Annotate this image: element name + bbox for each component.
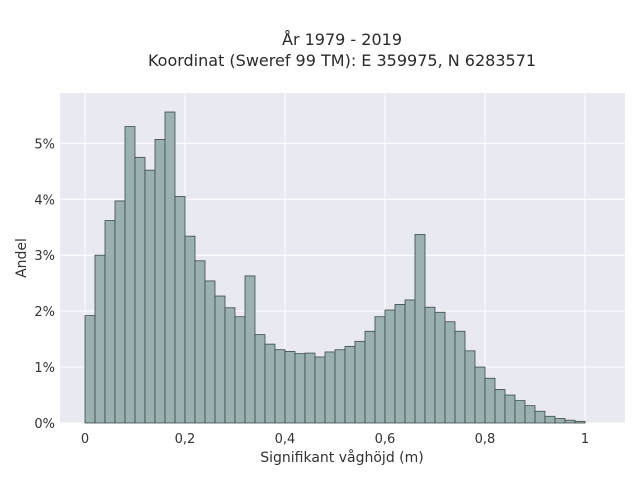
histogram-bar bbox=[154, 139, 166, 424]
histogram-bar bbox=[114, 200, 126, 424]
histogram-bar bbox=[224, 307, 236, 424]
histogram-bar bbox=[304, 352, 316, 424]
histogram-bar bbox=[254, 334, 266, 424]
histogram-bar bbox=[174, 196, 186, 424]
histogram-bar bbox=[394, 304, 406, 424]
histogram-bar bbox=[554, 418, 566, 424]
histogram-bar bbox=[424, 306, 436, 424]
histogram-bar bbox=[414, 234, 426, 424]
y-axis-label: Andel bbox=[14, 238, 30, 278]
x-tick-label: 1 bbox=[581, 432, 589, 447]
histogram-bar bbox=[204, 280, 216, 424]
x-tick-label: 0,4 bbox=[275, 432, 296, 447]
histogram-bar bbox=[244, 275, 256, 424]
histogram-bar bbox=[134, 156, 146, 424]
histogram-bar bbox=[494, 389, 506, 424]
histogram-bar bbox=[464, 350, 476, 424]
histogram-bar bbox=[294, 353, 306, 424]
chart-title-line-2: Koordinat (Sweref 99 TM): E 359975, N 62… bbox=[148, 51, 536, 70]
y-tick-label: 4% bbox=[34, 193, 55, 208]
x-tick-label: 0,8 bbox=[475, 432, 496, 447]
histogram-bar bbox=[484, 377, 496, 424]
histogram-bar bbox=[104, 220, 116, 424]
histogram-bar bbox=[444, 321, 456, 424]
y-tick-label: 1% bbox=[34, 361, 55, 376]
y-tick-label: 3% bbox=[34, 249, 55, 264]
histogram-bar bbox=[454, 330, 466, 424]
histogram-bar bbox=[544, 415, 556, 424]
histogram-bar bbox=[214, 295, 226, 424]
histogram-bar bbox=[374, 316, 386, 424]
histogram-bar bbox=[564, 419, 576, 424]
histogram-bar bbox=[264, 343, 276, 424]
histogram-bar bbox=[94, 254, 106, 424]
histogram-bar bbox=[284, 351, 296, 424]
histogram-bar bbox=[404, 299, 416, 424]
histogram-bar bbox=[344, 345, 356, 424]
histogram-bar bbox=[434, 311, 446, 424]
histogram-bar bbox=[184, 235, 196, 424]
histogram-bar bbox=[504, 394, 516, 424]
histogram-bar bbox=[384, 309, 396, 424]
chart-title-line-1: År 1979 - 2019 bbox=[282, 30, 402, 49]
histogram-bar bbox=[124, 126, 136, 424]
histogram-bar bbox=[164, 111, 176, 424]
x-tick-label: 0,6 bbox=[375, 432, 396, 447]
x-axis-ticks: 0 0,2 0,4 0,6 0,8 1 bbox=[81, 432, 589, 447]
x-tick-label: 0 bbox=[81, 432, 89, 447]
x-axis-label: Signifikant våghöjd (m) bbox=[260, 449, 423, 466]
histogram-bar bbox=[474, 366, 486, 424]
histogram-bar bbox=[324, 351, 336, 424]
histogram-bar bbox=[514, 400, 526, 424]
histogram-bars bbox=[84, 111, 586, 424]
y-tick-label: 5% bbox=[34, 137, 55, 152]
histogram-bar bbox=[574, 420, 586, 424]
histogram-bar bbox=[84, 315, 96, 424]
histogram-bar bbox=[314, 356, 326, 424]
histogram-bar bbox=[194, 260, 206, 424]
histogram-bar bbox=[144, 169, 156, 424]
histogram-bar bbox=[334, 349, 346, 424]
y-tick-label: 0% bbox=[34, 417, 55, 432]
y-tick-label: 2% bbox=[34, 305, 55, 320]
x-tick-label: 0,2 bbox=[175, 432, 196, 447]
histogram-bar bbox=[274, 349, 286, 424]
histogram-bar bbox=[234, 316, 246, 424]
histogram-bar bbox=[524, 405, 536, 424]
y-axis-ticks: 0% 1% 2% 3% 4% 5% bbox=[34, 137, 55, 432]
histogram-bar bbox=[364, 330, 376, 424]
histogram-bar bbox=[534, 410, 546, 424]
histogram-bar bbox=[354, 340, 366, 424]
